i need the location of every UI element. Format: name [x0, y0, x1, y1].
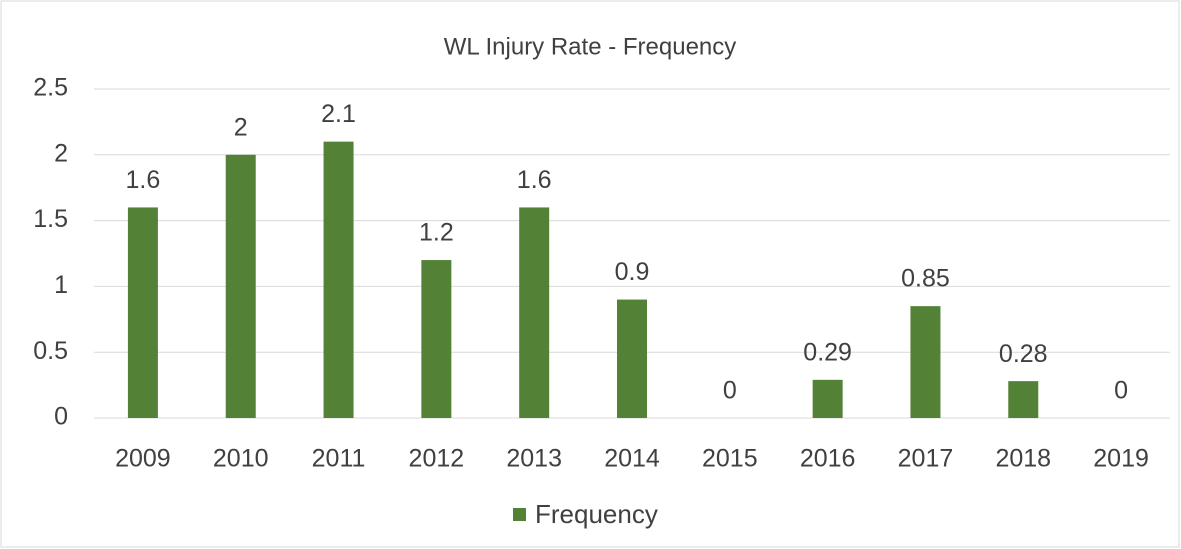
legend-swatch: [513, 508, 526, 521]
bar: [519, 207, 550, 418]
bar: [910, 306, 941, 418]
legend-label: Frequency: [535, 499, 658, 529]
data-label: 1.2: [419, 219, 454, 247]
bar: [225, 154, 256, 419]
x-tick-label: 2014: [604, 445, 660, 473]
data-label: 1.6: [517, 166, 552, 194]
data-label: 0.29: [803, 338, 852, 366]
data-label: 2: [234, 113, 248, 141]
x-tick-label: 2019: [1093, 445, 1149, 473]
bar: [1008, 381, 1039, 418]
chart-title: WL Injury Rate - Frequency: [444, 33, 737, 60]
data-label: 0.9: [615, 258, 650, 286]
x-tick-label: 2012: [409, 445, 465, 473]
bar: [617, 299, 647, 418]
y-tick-label: 0: [54, 403, 68, 431]
bar: [812, 379, 843, 418]
x-tick-label: 2018: [995, 445, 1051, 473]
data-label: 0.28: [999, 340, 1048, 368]
y-tick-label: 2: [54, 139, 68, 167]
x-tick-label: 2013: [506, 445, 562, 473]
bar: [323, 141, 354, 418]
x-tick-label: 2010: [213, 445, 269, 473]
x-tick-label: 2009: [115, 445, 171, 473]
x-tick-label: 2017: [898, 445, 954, 473]
y-tick-label: 1.5: [33, 205, 68, 233]
data-label: 0: [1114, 377, 1128, 405]
data-label: 1.6: [126, 166, 161, 194]
x-tick-label: 2011: [312, 445, 366, 473]
x-tick-label: 2015: [702, 445, 758, 473]
y-tick-label: 0.5: [33, 337, 68, 365]
data-label: 0: [723, 377, 737, 405]
data-label: 0.85: [901, 265, 950, 293]
bar: [421, 260, 452, 418]
bar: [127, 207, 158, 418]
x-tick-label: 2016: [800, 445, 856, 473]
data-label: 2.1: [321, 100, 356, 128]
y-tick-label: 2.5: [33, 74, 68, 102]
y-tick-label: 1: [54, 271, 68, 299]
